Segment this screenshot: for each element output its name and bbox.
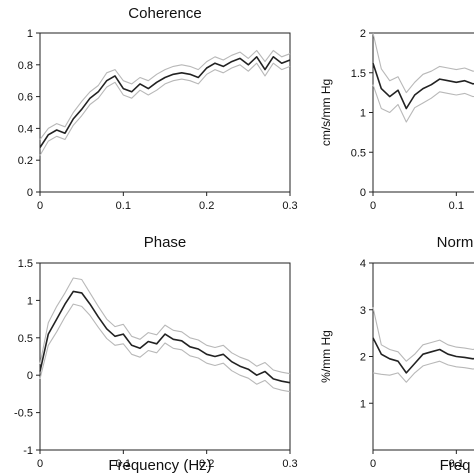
y-tick-label: 0.5 <box>351 147 366 159</box>
y-tick-label: 1.5 <box>351 68 366 80</box>
y-tick-label: 0.2 <box>18 155 33 167</box>
series-line-mean <box>372 62 474 110</box>
x-tick-label: 0.3 <box>282 458 297 470</box>
x-tick-label: 0.2 <box>199 458 214 470</box>
y-tick-label: 0 <box>27 370 33 382</box>
y-axis-label: cm/s/mm Hg <box>319 79 333 146</box>
y-tick-label: 3 <box>360 305 366 317</box>
chart-title: Coherence <box>128 5 201 22</box>
x-tick-label: 0.1 <box>116 200 131 212</box>
series-line-upper <box>39 49 291 140</box>
series-line-mean <box>372 337 474 374</box>
plot-frame <box>39 262 291 451</box>
y-tick-label: 0.6 <box>18 92 33 104</box>
y-tick-label: 1 <box>360 398 366 410</box>
y-tick-label: 4 <box>360 258 366 270</box>
series-line-lower <box>372 84 474 123</box>
series-line-mean <box>39 290 291 384</box>
x-tick-label: 0.1 <box>116 458 131 470</box>
x-tick-label: 0.1 <box>449 458 464 470</box>
y-tick-label: 0.5 <box>18 333 33 345</box>
series-line-lower <box>39 62 291 156</box>
x-tick-label: 0.1 <box>449 200 464 212</box>
series-line-mean <box>39 55 291 148</box>
y-axis-label: %/mm Hg <box>319 330 333 383</box>
plot-frame <box>39 32 291 193</box>
y-tick-label: 1 <box>27 28 33 40</box>
y-tick-label: 1 <box>360 108 366 120</box>
series-line-upper <box>372 32 474 94</box>
x-tick-label: 0 <box>370 458 376 470</box>
y-tick-label: 2 <box>360 28 366 40</box>
y-tick-label: -0.5 <box>14 408 33 420</box>
y-tick-label: 1 <box>27 295 33 307</box>
x-axis-label: Frequency (Hz) <box>108 457 211 474</box>
y-tick-label: 0.4 <box>18 123 33 135</box>
x-axis-label: Freq <box>440 457 471 474</box>
y-tick-label: -1 <box>23 445 33 457</box>
chart-panel-2: 0 0.5 1 1.5 2 0 0.1 cm/s/mm Hg <box>319 28 474 212</box>
chart-panel-4: Norm 1 2 3 4 0 0.1 %/mm Hg Freq <box>319 234 474 474</box>
y-tick-label: 0 <box>27 187 33 199</box>
chart-title: Norm <box>437 234 474 251</box>
x-tick-label: 0 <box>37 458 43 470</box>
chart-panel-3: Phase -1 -0.5 0 0.5 1 1.5 0 0.1 0.2 0.3 Frequency (… <box>14 234 298 474</box>
x-tick-label: 0 <box>37 200 43 212</box>
plot-frame <box>372 32 474 193</box>
series-line-lower <box>372 360 474 383</box>
y-tick-label: 2 <box>360 352 366 364</box>
series-line-upper <box>39 277 291 375</box>
x-tick-label: 0 <box>370 200 376 212</box>
chart-title: Phase <box>144 234 187 251</box>
chart-panel-1: Coherence 0 0.2 0.4 0.6 0.8 1 0 0.1 0.2 0.3 <box>18 5 298 212</box>
series-line-upper <box>372 307 474 362</box>
y-tick-label: 0 <box>360 187 366 199</box>
series-line-lower <box>39 303 291 393</box>
x-tick-label: 0.2 <box>199 200 214 212</box>
y-tick-label: 0.8 <box>18 60 33 72</box>
x-tick-label: 0.3 <box>282 200 297 212</box>
y-tick-label: 1.5 <box>18 258 33 270</box>
